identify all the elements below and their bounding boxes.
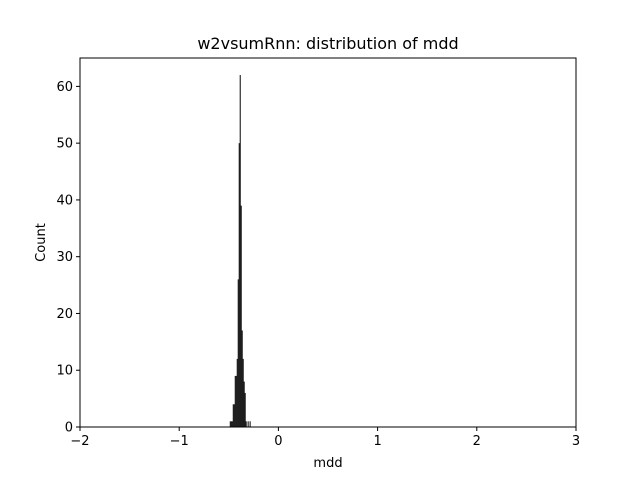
- x-tick-label: 0: [274, 434, 282, 449]
- y-tick-label: 60: [56, 80, 73, 95]
- y-tick-label: 30: [56, 250, 73, 265]
- histogram-bar-1: [230, 421, 232, 427]
- histogram-bar-2: [231, 421, 233, 427]
- histogram-bars: [229, 75, 251, 428]
- x-tick-label: −2: [70, 434, 89, 449]
- x-tick-label: 1: [373, 434, 381, 449]
- histogram-bar-9: [238, 143, 240, 427]
- plot-frame: [79, 57, 577, 428]
- histogram-bar-4: [233, 404, 235, 427]
- y-tick-label: 40: [56, 193, 73, 208]
- x-axis-ticks: −2 −1 0 1 2 3: [70, 427, 580, 449]
- histogram-bar-0: [229, 421, 231, 427]
- histogram-bar-10: [239, 75, 241, 428]
- histogram-bar-6: [235, 375, 237, 427]
- histogram-bar-5: [234, 375, 236, 427]
- histogram-bar-17: [247, 421, 249, 427]
- histogram-bar-12: [241, 330, 243, 427]
- histogram-bar-3: [232, 404, 234, 427]
- histogram-bar-16: [245, 421, 247, 427]
- x-tick-label: 3: [572, 434, 580, 449]
- y-axis-label: Count: [34, 223, 49, 262]
- histogram-bar-8: [237, 279, 239, 427]
- y-tick-label: 10: [56, 364, 73, 379]
- y-tick-label: 20: [56, 307, 73, 322]
- x-tick-label: −1: [170, 434, 189, 449]
- chart-title: w2vsumRnn: distribution of mdd: [197, 34, 458, 53]
- histogram-bar-14: [243, 381, 245, 427]
- histogram-bar-7: [236, 358, 238, 427]
- histogram-bar-15: [244, 392, 246, 427]
- histogram-bar-13: [242, 358, 244, 427]
- y-axis-ticks: 0 10 20 30 40 50 60: [56, 80, 80, 436]
- x-axis-label: mdd: [313, 456, 342, 471]
- y-tick-label: 50: [56, 137, 73, 152]
- x-tick-label: 2: [473, 434, 481, 449]
- histogram-bar-11: [240, 205, 242, 427]
- histogram-bar-18: [249, 421, 251, 427]
- y-tick-label: 0: [65, 421, 73, 436]
